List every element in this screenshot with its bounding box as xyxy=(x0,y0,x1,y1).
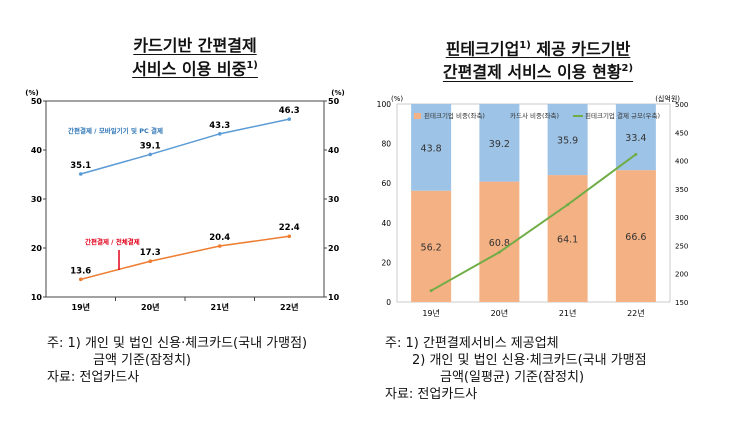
left-series-name-1: 간편결제 / 전체결제 xyxy=(85,237,140,246)
left-series-line-1 xyxy=(80,235,290,281)
left-data-label: 13.6 xyxy=(70,266,91,276)
fintech-volume-line xyxy=(430,153,637,292)
left-y-tick-label: 30 xyxy=(31,195,43,204)
right-legend-swatch-0 xyxy=(414,113,421,119)
left-data-label: 46.3 xyxy=(279,106,300,116)
card-share-bar xyxy=(615,104,656,171)
left-y-tick-label: 50 xyxy=(31,97,43,106)
right-y2-tick-label: 200 xyxy=(675,271,688,279)
left-source: 자료: 전업카드사 xyxy=(47,370,140,385)
right-y-tick-label: 20 xyxy=(381,258,391,267)
left-series-line-0 xyxy=(80,118,290,175)
right-title-line1: 핀테크기업 xyxy=(445,39,520,59)
fintech-share-bar xyxy=(615,170,656,302)
fintech-volume-point xyxy=(497,250,501,254)
right-y2-tick-label: 500 xyxy=(675,101,688,109)
left-title-footnote: 1) xyxy=(246,60,258,71)
left-title-line1: 카드기반 간편결제 xyxy=(133,36,257,55)
left-series-point-0 xyxy=(287,117,292,121)
right-y-unit-left-chart: (%) xyxy=(331,89,344,97)
left-y-tick-label: 10 xyxy=(31,293,43,302)
left-note-1b: 금액 기준(잠정치) xyxy=(93,353,191,368)
left-y2-tick-label: 30 xyxy=(328,195,340,204)
left-series-point-0 xyxy=(217,132,222,136)
right-y-tick-label: 100 xyxy=(377,100,392,109)
right-plot-frame xyxy=(396,103,671,303)
right-y2-tick-label: 400 xyxy=(675,158,688,166)
left-data-label: 35.1 xyxy=(70,161,91,171)
right-title-line1b: 제공 카드기반 xyxy=(530,39,631,59)
left-note-1: 주: 1) 개인 및 법인 신용·체크카드(국내 가맹점) xyxy=(47,336,308,351)
fintech-volume-point xyxy=(634,152,638,156)
fintech-share-label: 66.6 xyxy=(625,232,646,243)
right-x-tick-label: 19년 xyxy=(422,308,440,318)
fintech-volume-point xyxy=(429,289,433,293)
right-chart-title: 핀테크기업1) 제공 카드기반 간편결제 서비스 이용 현황2) xyxy=(418,36,658,83)
right-y2-tick-label: 150 xyxy=(675,299,688,307)
right-y-unit: (%) xyxy=(391,95,403,103)
right-y-tick-label: 60 xyxy=(381,179,391,188)
card-share-label: 33.4 xyxy=(625,133,646,144)
right-y-tick-label: 40 xyxy=(381,219,391,228)
right-legend-label-1: 카드사 비중(좌축) xyxy=(510,111,559,120)
right-y-tick-label: 0 xyxy=(386,298,391,307)
left-y2-tick-label: 40 xyxy=(328,146,340,155)
left-y2-tick-label: 50 xyxy=(328,97,340,106)
card-share-label: 39.2 xyxy=(489,139,510,150)
right-note-1: 주: 1) 간편결제서비스 제공업체 xyxy=(385,336,559,351)
right-note-2b: 금액(일평균) 기준(잠정치) xyxy=(440,370,585,385)
card-share-bar xyxy=(479,104,520,182)
right-x-tick-label: 22년 xyxy=(627,308,645,318)
left-data-label: 39.1 xyxy=(140,141,161,151)
right-y2-unit: (십억원) xyxy=(655,94,680,103)
left-series-point-0 xyxy=(148,152,153,157)
left-y2-tick-label: 10 xyxy=(328,293,340,302)
right-note-2: 2) 개인 및 법인 신용·체크카드(국내 가맹점 xyxy=(412,353,647,368)
left-series-point-1 xyxy=(217,244,222,248)
right-y2-tick-label: 300 xyxy=(675,214,688,222)
fintech-share-label: 60.8 xyxy=(489,238,510,249)
left-data-label: 17.3 xyxy=(140,248,161,258)
left-x-tick-label: 19년 xyxy=(72,302,91,312)
left-x-tick-label: 21년 xyxy=(211,302,230,312)
right-y2-tick-label: 450 xyxy=(675,129,688,137)
right-y-tick-label: 80 xyxy=(381,140,391,149)
card-share-label: 43.8 xyxy=(421,143,442,154)
fintech-share-bar xyxy=(547,175,588,302)
right-x-tick-label: 20년 xyxy=(491,308,509,318)
right-source: 자료: 전업카드사 xyxy=(385,387,478,402)
right-title-footnote1: 1) xyxy=(519,40,531,51)
right-legend-swatch-1 xyxy=(500,113,507,119)
left-series-point-1 xyxy=(148,259,153,264)
right-y2-tick-label: 250 xyxy=(675,242,688,250)
fintech-share-label: 56.2 xyxy=(421,242,442,253)
left-data-label: 22.4 xyxy=(279,223,300,233)
right-x-tick-label: 21년 xyxy=(559,308,577,318)
left-y-tick-label: 20 xyxy=(31,244,43,253)
left-y2-tick-label: 20 xyxy=(328,244,340,253)
left-data-label: 20.4 xyxy=(209,233,230,243)
left-series-name-0: 간편결제 / 모바일기기 및 PC 결제 xyxy=(68,126,163,135)
left-x-tick-label: 22년 xyxy=(280,302,299,312)
left-title-line2: 서비스 이용 비중 xyxy=(132,59,247,79)
right-y2-tick-label: 350 xyxy=(675,186,688,194)
right-title-line2: 간편결제 서비스 이용 현황 xyxy=(442,62,622,82)
left-x-tick-label: 20년 xyxy=(141,302,160,312)
left-series-point-0 xyxy=(78,172,83,176)
left-y-unit: (%) xyxy=(25,89,38,97)
right-title-footnote2: 2) xyxy=(621,63,634,75)
left-chart-title: 카드기반 간편결제 서비스 이용 비중1) xyxy=(95,36,295,79)
card-share-label: 35.9 xyxy=(557,136,578,147)
fintech-volume-point xyxy=(566,203,570,207)
left-series-point-1 xyxy=(78,277,83,282)
right-legend-label-0: 핀테크기업 비중(좌축) xyxy=(424,111,485,120)
left-data-label: 43.3 xyxy=(209,121,230,131)
left-series-point-1 xyxy=(287,234,292,239)
right-legend-label-2: 핀테크기업 결제 규모(우축) xyxy=(585,111,660,120)
fintech-share-label: 64.1 xyxy=(557,235,578,246)
left-y-tick-label: 40 xyxy=(31,146,43,155)
